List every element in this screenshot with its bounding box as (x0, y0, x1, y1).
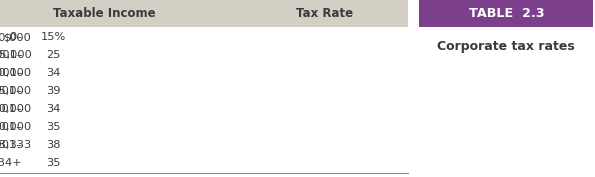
Text: 39: 39 (46, 86, 61, 96)
Text: 18,333,334+: 18,333,334+ (0, 158, 23, 168)
Text: 75,000: 75,000 (0, 50, 32, 60)
Text: 35: 35 (46, 158, 61, 168)
Text: 50,001–: 50,001– (0, 50, 23, 60)
Text: 15%: 15% (41, 33, 66, 42)
Bar (419, 0, 593, 27)
Bar (0, 0, 408, 27)
Text: TABLE  2.3: TABLE 2.3 (468, 7, 544, 20)
Text: 0–: 0– (10, 33, 23, 42)
Text: 15,000,001–: 15,000,001– (0, 140, 23, 150)
Text: 50,000: 50,000 (0, 33, 32, 42)
Text: 335,000: 335,000 (0, 86, 32, 96)
Text: 335,001–: 335,001– (0, 104, 23, 114)
Text: 100,000: 100,000 (0, 68, 32, 78)
Text: 34: 34 (46, 104, 61, 114)
Text: 25: 25 (46, 50, 61, 60)
Text: $: $ (5, 33, 12, 42)
Text: 34: 34 (46, 68, 61, 78)
Text: 35: 35 (46, 122, 61, 132)
Text: 100,001–: 100,001– (0, 86, 23, 96)
Text: Tax Rate: Tax Rate (296, 7, 353, 20)
Text: 10,000,001–: 10,000,001– (0, 122, 23, 132)
Text: 10,000,000: 10,000,000 (0, 104, 32, 114)
Text: 15,000,000: 15,000,000 (0, 122, 32, 132)
Text: 75,001–: 75,001– (0, 68, 23, 78)
Text: 38: 38 (46, 140, 61, 150)
Text: Corporate tax rates: Corporate tax rates (437, 40, 575, 53)
Text: 18,333,333: 18,333,333 (0, 140, 32, 150)
Text: Taxable Income: Taxable Income (53, 7, 155, 20)
